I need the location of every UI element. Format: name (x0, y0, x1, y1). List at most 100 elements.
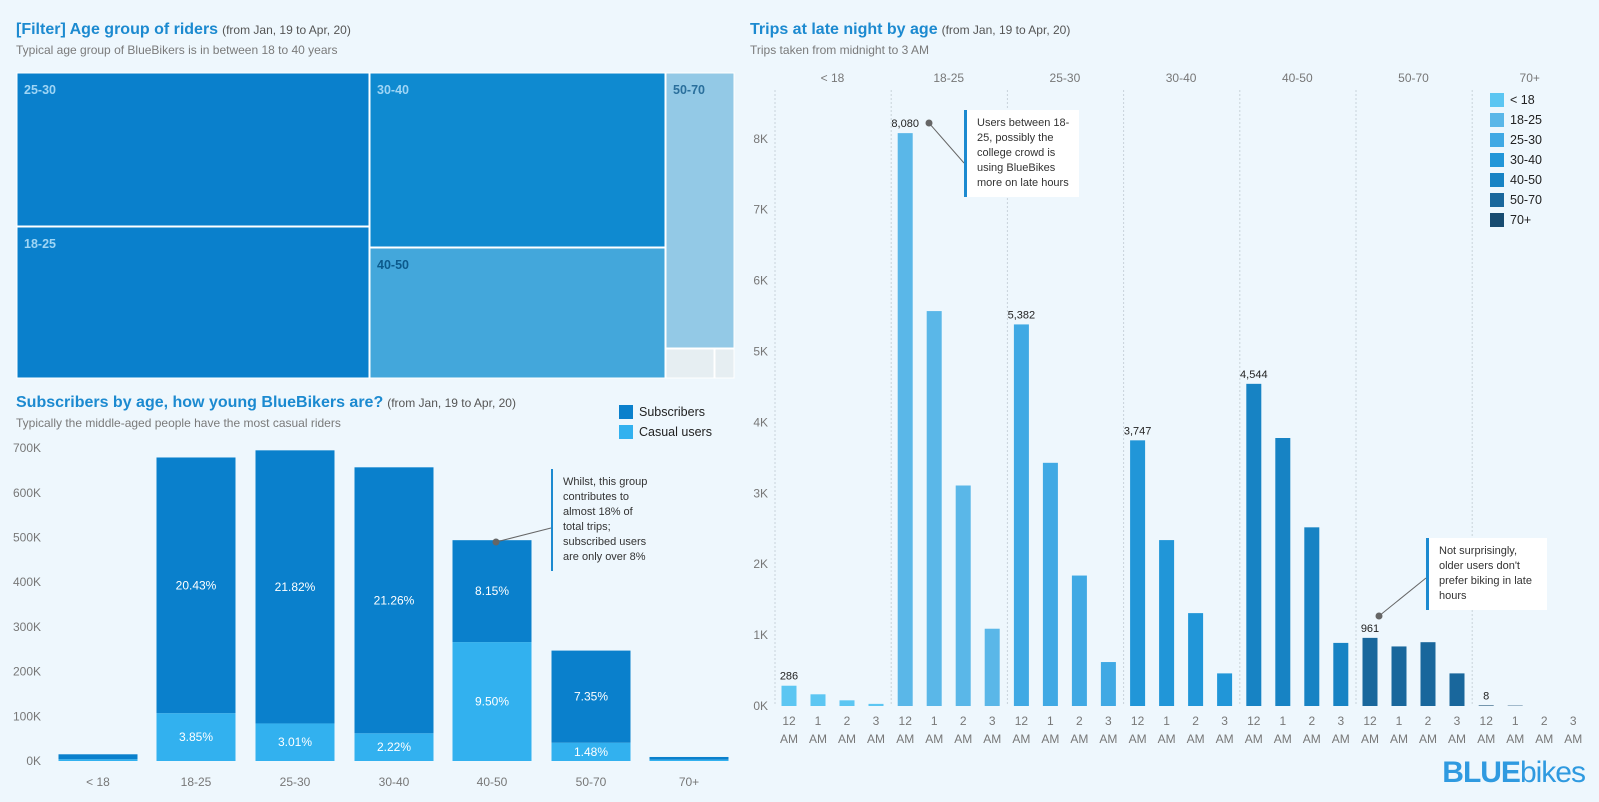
latenight-bar (1100, 662, 1116, 706)
latenight-x-tick-hour: 12 (1131, 714, 1145, 728)
latenight-x-tick-hour: 3 (1221, 714, 1228, 728)
latenight-x-tick-ampm: AM (925, 732, 943, 746)
stacked-x-tick: < 18 (86, 775, 110, 789)
stacked-label-casual: 9.50% (475, 695, 509, 709)
latenight-annotation-2: Not surprisingly, older users don't pref… (1426, 538, 1547, 610)
legend-swatch (619, 425, 633, 439)
treemap-cell-3 (369, 247, 666, 379)
latenight-data-label: 5,382 (1008, 309, 1036, 321)
stacked-legend: Subscribers Casual users (619, 402, 712, 442)
latenight-bar (839, 700, 855, 706)
stacked-bar-casual (551, 742, 631, 761)
latenight-bar (955, 485, 971, 706)
stacked-label-subscribers: 7.35% (574, 690, 608, 704)
latenight-x-tick-hour: 1 (1047, 714, 1054, 728)
latenight-x-tick-hour: 12 (1247, 714, 1261, 728)
latenight-x-tick-ampm: AM (896, 732, 914, 746)
latenight-x-tick-ampm: AM (954, 732, 972, 746)
latenight-bar (1478, 705, 1494, 706)
stacked-bar-casual (156, 713, 236, 761)
legend-item-40-50[interactable]: 40-50 (1490, 170, 1542, 190)
latenight-x-tick-ampm: AM (1419, 732, 1437, 746)
latenight-group-label: 40-50 (1282, 71, 1313, 85)
latenight-bar (781, 685, 797, 706)
latenight-bar (810, 694, 826, 706)
stacked-x-tick: 70+ (679, 775, 699, 789)
stacked-label-subscribers: 20.43% (176, 578, 217, 592)
latenight-subtitle: Trips taken from midnight to 3 AM (750, 43, 929, 57)
latenight-x-tick-hour: 3 (989, 714, 996, 728)
latenight-x-tick-ampm: AM (1332, 732, 1350, 746)
treemap-cell-6 (714, 348, 735, 379)
legend-item-subscribers[interactable]: Subscribers (619, 402, 712, 422)
stacked-label-casual: 2.22% (377, 740, 411, 754)
legend-item-25-30[interactable]: 25-30 (1490, 130, 1542, 150)
latenight-x-tick-ampm: AM (983, 732, 1001, 746)
latenight-x-tick-ampm: AM (1158, 732, 1176, 746)
latenight-y-tick: 2K (753, 557, 768, 571)
latenight-x-tick-hour: 3 (1570, 714, 1577, 728)
latenight-data-label: 8 (1483, 690, 1489, 702)
stacked-label-subscribers: 21.26% (374, 593, 415, 607)
latenight-x-tick-ampm: AM (1390, 732, 1408, 746)
latenight-bar (1420, 642, 1436, 706)
latenight-y-tick: 6K (753, 274, 768, 288)
stacked-subtitle: Typically the middle-aged people have th… (16, 416, 341, 430)
latenight-x-tick-hour: 2 (1308, 714, 1315, 728)
latenight-bar (1304, 527, 1320, 706)
latenight-data-label: 3,747 (1124, 425, 1152, 437)
latenight-x-tick-ampm: AM (1099, 732, 1117, 746)
treemap-label: 18-25 (24, 237, 56, 251)
latenight-bar (1362, 637, 1378, 706)
latenight-bar (1275, 437, 1291, 706)
stacked-x-tick: 18-25 (181, 775, 212, 789)
latenight-bar (1449, 673, 1465, 706)
stacked-y-tick: 0K (26, 754, 41, 768)
latenight-bar (1188, 613, 1204, 706)
stacked-bar-subscribers (156, 457, 236, 714)
treemap-title: [Filter] Age group of riders (from Jan, 1… (16, 21, 351, 38)
latenight-x-tick-hour: 1 (931, 714, 938, 728)
treemap-label: 25-30 (24, 83, 56, 97)
latenight-x-tick-hour: 2 (1192, 714, 1199, 728)
stacked-bar-subscribers (255, 450, 335, 724)
latenight-y-tick: 8K (753, 132, 768, 146)
latenight-x-tick-hour: 2 (844, 714, 851, 728)
latenight-bar (1013, 324, 1029, 706)
latenight-group-label: 70+ (1520, 71, 1540, 85)
treemap-cell-1 (16, 226, 370, 379)
legend-swatch (619, 405, 633, 419)
latenight-data-label: 8,080 (891, 118, 919, 130)
stacked-bar-casual (649, 759, 729, 761)
legend-item-50-70[interactable]: 50-70 (1490, 190, 1542, 210)
latenight-x-tick-hour: 12 (1363, 714, 1377, 728)
latenight-annotation-line (928, 122, 965, 164)
legend-item-30-40[interactable]: 30-40 (1490, 150, 1542, 170)
legend-item-18-25[interactable]: 18-25 (1490, 110, 1542, 130)
latenight-title: Trips at late night by age (from Jan, 19 … (750, 21, 1071, 38)
latenight-x-tick-hour: 2 (1076, 714, 1083, 728)
stacked-label-subscribers: 8.15% (475, 584, 509, 598)
latenight-bar (1071, 575, 1087, 706)
latenight-x-tick-ampm: AM (780, 732, 798, 746)
treemap-cell-5 (665, 348, 715, 379)
latenight-bar (926, 311, 942, 706)
latenight-data-label: 4,544 (1240, 369, 1268, 381)
legend-item-lt18[interactable]: < 18 (1490, 90, 1542, 110)
latenight-group-label: 30-40 (1166, 71, 1197, 85)
latenight-x-tick-ampm: AM (1564, 732, 1582, 746)
stacked-bar-subscribers (354, 467, 434, 734)
legend-item-casual[interactable]: Casual users (619, 422, 712, 442)
stacked-bar-subscribers (649, 756, 729, 760)
stacked-y-tick: 600K (13, 486, 41, 500)
latenight-bar (984, 628, 1000, 706)
latenight-bar (1159, 540, 1175, 706)
latenight-x-tick-ampm: AM (1216, 732, 1234, 746)
legend-item-70plus[interactable]: 70+ (1490, 210, 1542, 230)
latenight-x-tick-hour: 12 (899, 714, 913, 728)
latenight-x-tick-ampm: AM (1477, 732, 1495, 746)
latenight-y-tick: 0K (753, 699, 768, 713)
stacked-annotation-line (495, 527, 552, 543)
legend-swatch (1490, 173, 1504, 187)
latenight-x-tick-hour: 1 (815, 714, 822, 728)
